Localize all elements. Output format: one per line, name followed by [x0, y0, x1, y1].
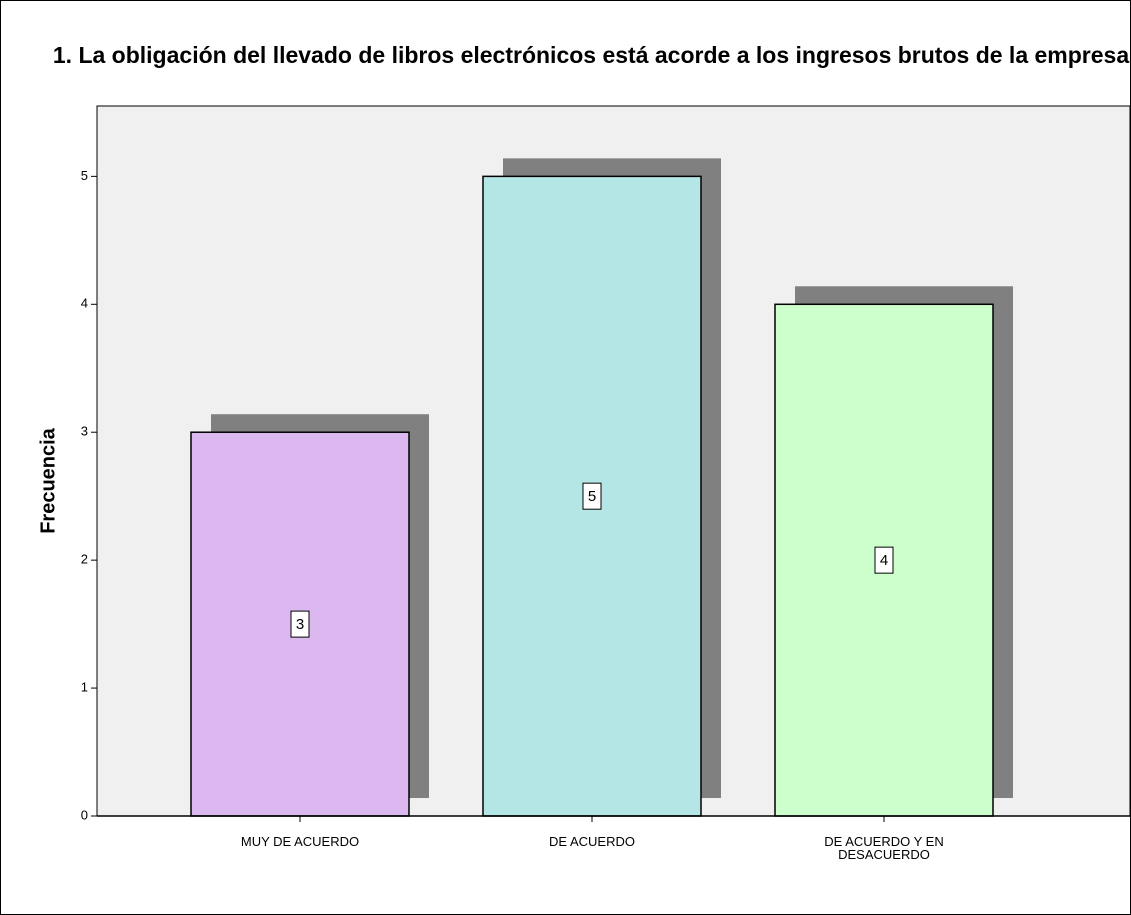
data-label-box — [582, 482, 602, 510]
x-tick-label: DE ACUERDO — [549, 834, 635, 849]
y-tick-label: 1 — [81, 680, 88, 695]
y-tick-label: 0 — [81, 807, 88, 822]
y-tick-label: 2 — [81, 552, 88, 567]
data-label-box — [290, 610, 310, 638]
data-label-box — [874, 546, 894, 574]
y-axis-label: Frecuencia — [37, 427, 59, 533]
x-tick-label: MUY DE ACUERDO — [240, 834, 360, 849]
y-tick-label: 5 — [81, 168, 88, 183]
y-tick-label: 4 — [81, 296, 88, 311]
chart-title: 1. La obligación del llevado de libros e… — [52, 42, 1130, 68]
data-label: 3 — [296, 616, 304, 633]
data-label: 5 — [588, 488, 596, 505]
y-tick-label: 3 — [81, 424, 88, 439]
data-label: 4 — [880, 552, 888, 569]
x-tick-label: DE ACUERDO Y EN DESACUERDO — [824, 834, 944, 862]
